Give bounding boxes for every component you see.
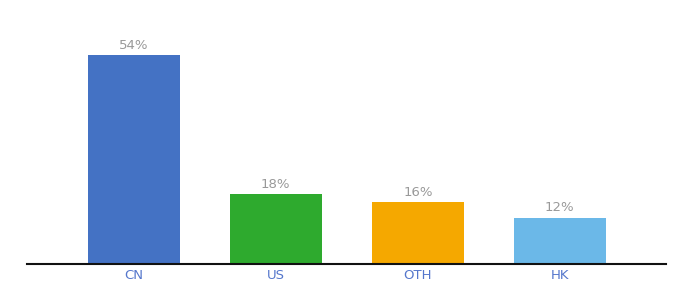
Bar (88, 55, 180, 264)
Text: 12%: 12% (545, 202, 575, 214)
Text: 18%: 18% (261, 178, 290, 191)
Text: 16%: 16% (403, 186, 432, 199)
Bar (513, 218, 606, 264)
Bar (230, 194, 322, 264)
Bar (372, 202, 464, 264)
Text: 54%: 54% (119, 39, 148, 52)
